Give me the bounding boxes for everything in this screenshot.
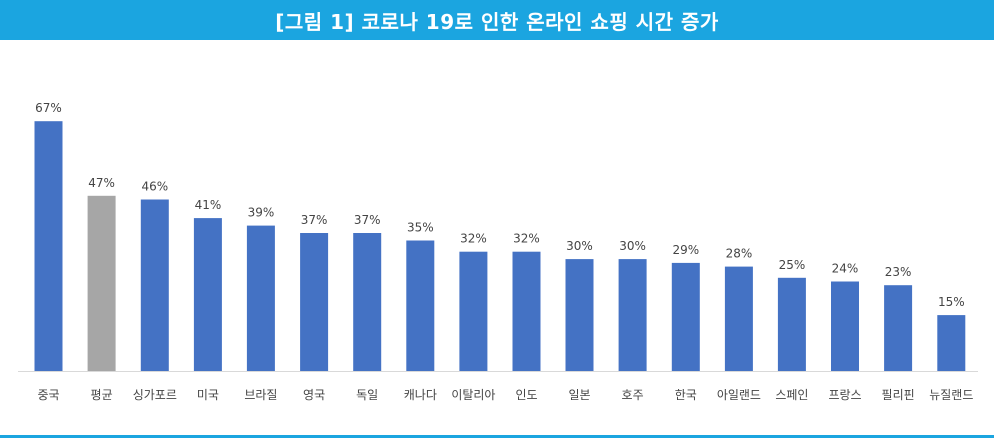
category-label-6: 독일: [356, 388, 378, 402]
data-label-12: 29%: [672, 243, 699, 257]
data-label-0: 67%: [35, 101, 62, 115]
category-label-0: 중국: [37, 388, 59, 402]
data-label-11: 30%: [619, 239, 646, 253]
data-label-2: 46%: [141, 180, 168, 194]
category-label-5: 영국: [303, 388, 325, 402]
bar-6: [353, 233, 382, 371]
data-label-4: 39%: [248, 206, 275, 220]
bar-9: [512, 251, 541, 371]
category-label-7: 캐나다: [404, 388, 437, 402]
category-label-13: 아일랜드: [717, 388, 761, 402]
bar-15: [831, 281, 859, 371]
category-label-3: 미국: [197, 388, 219, 402]
category-label-2: 싱가포르: [133, 388, 177, 402]
data-label-15: 24%: [832, 262, 859, 276]
category-label-12: 한국: [675, 388, 697, 402]
bar-8: [459, 251, 488, 371]
category-label-1: 평균: [91, 388, 113, 402]
data-label-9: 32%: [513, 232, 540, 246]
data-label-1: 47%: [88, 176, 115, 190]
bar-4: [246, 225, 275, 371]
data-label-6: 37%: [354, 213, 381, 227]
title-bar: [그림 1] 코로나 19로 인한 온라인 쇼핑 시간 증가: [0, 0, 994, 40]
data-label-14: 25%: [779, 258, 806, 272]
category-label-15: 프랑스: [828, 388, 861, 402]
bar-11: [618, 259, 647, 371]
category-label-4: 브라질: [244, 388, 277, 402]
category-label-14: 스페인: [775, 388, 808, 402]
data-label-16: 23%: [885, 265, 912, 279]
bar-14: [777, 277, 806, 371]
chart-area: 67% 중국 47% 평균 46% 싱가포르 41% 미국 39% 브라질 37% 영국 37% 독일 35…: [0, 40, 994, 436]
category-label-9: 인도: [515, 388, 537, 402]
data-label-3: 41%: [195, 198, 222, 212]
data-label-5: 37%: [301, 213, 328, 227]
bar-chart: 67% 중국 47% 평균 46% 싱가포르 41% 미국 39% 브라질 37% 영국 37% 독일 35…: [18, 101, 978, 402]
bar-10: [565, 259, 594, 371]
category-label-16: 필리핀: [882, 388, 915, 402]
data-label-13: 28%: [726, 247, 753, 261]
data-label-10: 30%: [566, 239, 593, 253]
bar-0: [34, 121, 63, 371]
bottom-divider: [0, 435, 994, 438]
bar-1: [87, 195, 116, 371]
data-label-7: 35%: [407, 221, 434, 235]
bar-7: [406, 240, 435, 371]
category-label-17: 뉴질랜드: [929, 388, 973, 402]
bar-16: [884, 285, 913, 371]
category-label-8: 이탈리아: [451, 388, 495, 402]
chart-title: [그림 1] 코로나 19로 인한 온라인 쇼핑 시간 증가: [275, 9, 719, 34]
bar-3: [193, 218, 222, 371]
data-label-8: 32%: [460, 232, 487, 246]
bar-12: [671, 262, 700, 371]
bar-17: [937, 315, 966, 371]
category-label-11: 호주: [622, 388, 644, 402]
category-label-10: 일본: [568, 388, 590, 402]
bar-13: [724, 266, 753, 371]
data-label-17: 15%: [938, 295, 965, 309]
bar-5: [300, 233, 329, 371]
bar-2: [140, 199, 169, 371]
